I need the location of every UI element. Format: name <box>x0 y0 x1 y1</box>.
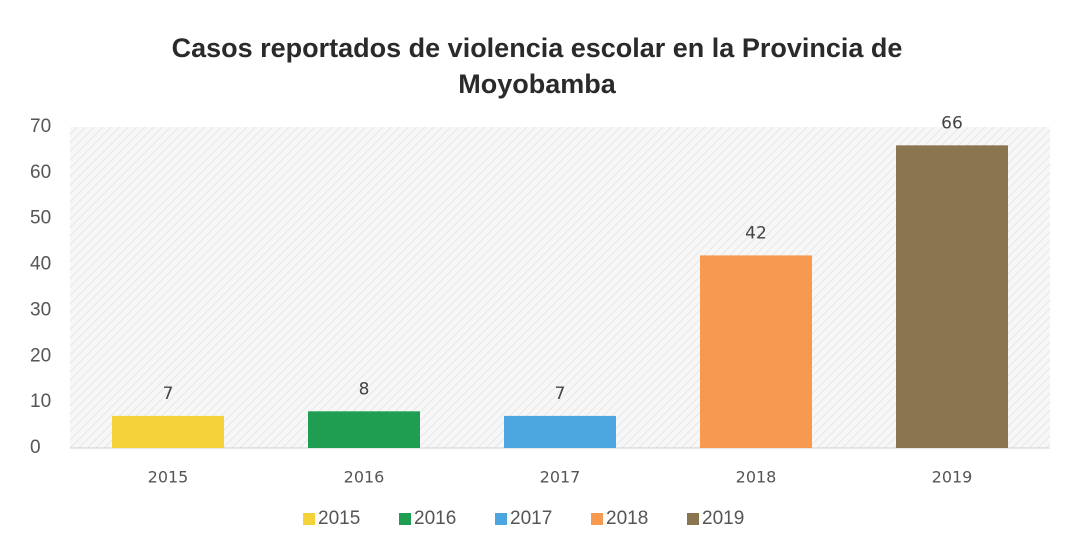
bar <box>896 145 1008 449</box>
legend-label: 2018 <box>606 508 648 529</box>
data-label: 8 <box>359 379 370 399</box>
y-tick-label: 30 <box>30 299 51 320</box>
chart-title: Casos reportados de violencia escolar en… <box>171 33 903 99</box>
data-label: 42 <box>745 223 767 243</box>
legend-swatch <box>303 513 315 525</box>
plot-area <box>70 127 1050 448</box>
x-tick-label: 2016 <box>344 468 385 487</box>
data-label: 7 <box>555 384 566 404</box>
data-label: 7 <box>163 384 174 404</box>
title-box: Casos reportados de violencia escolar en… <box>0 30 1074 102</box>
y-tick-label: 40 <box>30 254 51 275</box>
legend-label: 2019 <box>702 508 744 529</box>
legend-swatch <box>687 513 699 525</box>
x-tick-label: 2015 <box>148 468 189 487</box>
legend-label: 2016 <box>414 508 456 529</box>
bar <box>504 415 616 448</box>
y-tick-label: 10 <box>30 391 51 412</box>
bar <box>112 415 224 448</box>
bar <box>700 255 812 448</box>
y-tick-label: 60 <box>30 162 51 183</box>
y-tick-label: 20 <box>30 345 51 366</box>
legend-label: 2017 <box>510 508 552 529</box>
legend-swatch <box>591 513 603 525</box>
y-tick-label: 50 <box>30 208 51 229</box>
y-tick-label: 70 <box>30 116 51 137</box>
legend-swatch <box>495 513 507 525</box>
legend-label: 2015 <box>318 508 360 529</box>
y-tick-label: 0 <box>30 437 41 458</box>
x-tick-label: 2018 <box>736 468 777 487</box>
data-label: 66 <box>941 113 963 133</box>
x-tick-label: 2017 <box>540 468 581 487</box>
bar <box>308 411 420 448</box>
legend-swatch <box>399 513 411 525</box>
x-tick-label: 2019 <box>932 468 973 487</box>
